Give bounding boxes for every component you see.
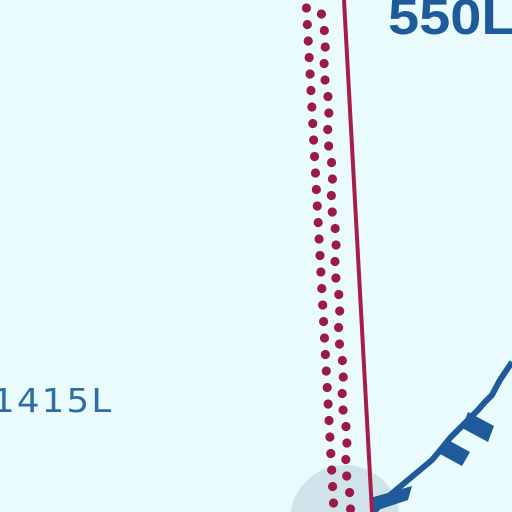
- dot-marker: [308, 118, 318, 129]
- dot-marker: [318, 316, 329, 327]
- dot-marker: [317, 283, 327, 294]
- red-line: [342, 0, 374, 512]
- dot-marker: [323, 124, 333, 135]
- dot-marker: [330, 256, 340, 267]
- dot-marker: [319, 58, 329, 69]
- dot-marker: [345, 504, 356, 512]
- dot-marker: [326, 190, 336, 201]
- dot-marker: [304, 52, 314, 63]
- dot-marker: [327, 465, 337, 475]
- dot-marker: [325, 432, 335, 442]
- dot-marker: [312, 201, 322, 211]
- dot-marker: [327, 207, 337, 217]
- dot-marker: [342, 471, 352, 481]
- dot-marker: [326, 448, 336, 459]
- dot-marker: [323, 91, 333, 102]
- dot-marker: [319, 333, 330, 343]
- dot-marker: [307, 102, 317, 112]
- dot-marker: [320, 75, 330, 85]
- dot-marker: [330, 223, 340, 234]
- dot-marker: [323, 399, 333, 409]
- dot-marker: [342, 438, 352, 448]
- dot-marker: [331, 240, 341, 250]
- road-segment-block: [370, 486, 412, 512]
- dot-marker: [313, 217, 323, 228]
- dot-marker: [341, 454, 351, 465]
- dot-marker: [322, 382, 332, 393]
- dot-marker: [309, 135, 319, 145]
- dot-marker: [301, 3, 312, 13]
- dot-marker: [306, 85, 316, 96]
- dot-marker: [337, 355, 347, 366]
- dot-marker: [328, 498, 339, 508]
- dot-marker: [321, 366, 331, 376]
- dot-marker: [303, 36, 313, 46]
- dot-marker: [316, 267, 326, 277]
- dot-marker: [318, 300, 328, 310]
- road-segment-block: [440, 440, 470, 466]
- dot-marker: [341, 421, 351, 432]
- dotted-restricted-area: [301, 3, 356, 512]
- altitude-label-large: 550L: [388, 0, 512, 45]
- dot-marker: [338, 372, 348, 382]
- dot-marker: [334, 289, 344, 300]
- dot-marker: [302, 19, 312, 30]
- dot-marker: [324, 108, 334, 118]
- blue-road: [371, 360, 512, 512]
- dot-marker: [309, 151, 320, 162]
- dot-marker: [331, 273, 341, 283]
- dot-marker: [315, 250, 325, 261]
- dot-marker: [319, 25, 329, 36]
- dot-marker: [335, 306, 345, 316]
- dot-marker: [311, 184, 321, 195]
- dot-marker: [326, 157, 337, 168]
- dot-marker: [328, 481, 338, 492]
- road-segment-block: [462, 412, 494, 442]
- dot-marker: [333, 322, 344, 333]
- dot-marker: [337, 388, 347, 399]
- dot-marker: [338, 405, 348, 415]
- dot-marker: [334, 339, 345, 349]
- dot-marker: [320, 349, 330, 360]
- dot-marker: [327, 174, 338, 184]
- dot-marker: [324, 415, 334, 426]
- dot-marker: [310, 168, 321, 178]
- dot-marker: [316, 9, 327, 19]
- dot-marker: [345, 487, 355, 498]
- dot-marker: [305, 69, 315, 79]
- altitude-label: 1415L: [0, 381, 114, 420]
- dot-marker: [314, 234, 324, 244]
- dot-marker: [324, 141, 334, 151]
- dot-marker: [320, 42, 330, 52]
